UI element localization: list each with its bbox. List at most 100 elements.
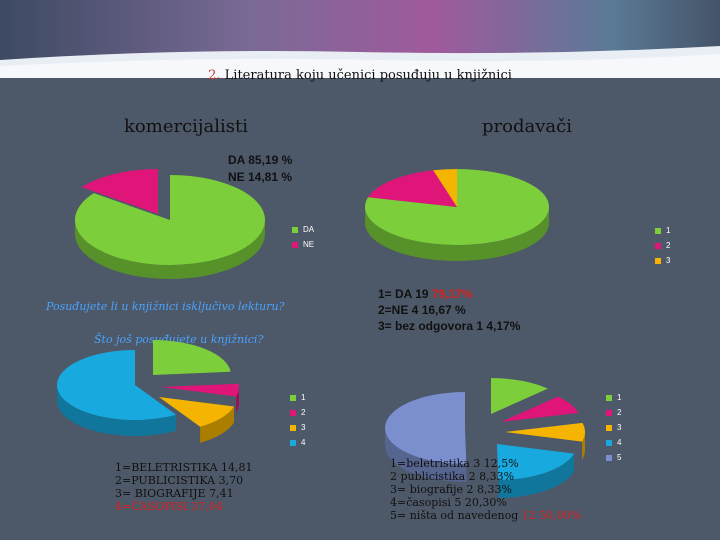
prod-da-ne-legend-swatch (655, 257, 661, 264)
prod-category-line: 3= biografije 2 8,33% (390, 483, 581, 496)
prod-sto-jos-legend-swatch (606, 409, 612, 416)
prod-category-list: 1=beletristika 3 12,5% 2 publicistika 2 8… (390, 457, 581, 522)
prod-annotation-1: 1= DA 19 79,17% (378, 287, 473, 301)
kom-da-ne-legend-swatch (292, 241, 298, 248)
kom-sto-jos-legend-item-3: 3 (290, 420, 305, 435)
prod-category-text: 2 publicistika 2 8,33% (390, 470, 515, 483)
kom-category-list: 1=BELETRISTIKA 14,81 2=PUBLICISTIKA 3,70 3… (115, 461, 253, 513)
prod-da-ne-legend-swatch (655, 227, 661, 234)
legend-kom-sto-jos: 1 2 3 4 (290, 390, 305, 450)
kom-sto-jos-legend-swatch (290, 439, 296, 446)
prod-da-ne-legend-item-1: 1 (655, 223, 670, 238)
kom-da-ne-legend-label: NE (303, 240, 315, 249)
legend-prod-sto-jos: 1 2 3 4 5 (606, 390, 621, 465)
kom-sto-jos-slice-side-3 (200, 406, 235, 443)
pie-chart-prod-sto-jos (385, 378, 585, 498)
prod-sto-jos-legend-item-1: 1 (606, 390, 621, 405)
kom-sto-jos-legend-label: 1 (301, 393, 306, 402)
kom-sto-jos-slice-4 (57, 350, 177, 420)
header-banner (0, 0, 720, 78)
question-lektira: Posuđujete li u knjižnici isključivo lek… (46, 300, 285, 313)
kom-annotation-da: DA 85,19 % (228, 153, 293, 167)
kom-sto-jos-legend-item-1: 1 (290, 390, 305, 405)
kom-sto-jos-slice-2 (161, 383, 240, 397)
kom-sto-jos-slice-side-2 (236, 387, 239, 413)
pie-chart-prod-da-ne (364, 169, 549, 261)
kom-sto-jos-legend-swatch (290, 394, 296, 401)
question-sto-jos: Što još posuđujete u knjižnici? (94, 333, 264, 346)
prod-sto-jos-legend-item-2: 2 (606, 405, 621, 420)
prod-sto-jos-slice-3 (505, 422, 585, 442)
prod-da-ne-slice-2 (368, 170, 457, 207)
prod-annotation-3: 3= bez odgovora 1 4,17% (378, 319, 521, 333)
prod-annotation-1-pct: 79,17% (431, 287, 473, 301)
prod-sto-jos-legend-item-5: 5 (606, 450, 621, 465)
prod-category-highlight: 12 50,00% (521, 509, 582, 522)
kom-sto-jos-slice-3 (159, 397, 235, 427)
legend-prod-da-ne: 1 2 3 (655, 223, 670, 268)
kom-sto-jos-legend-label: 2 (301, 408, 306, 417)
prod-da-ne-legend-swatch (655, 242, 661, 249)
slide-title: 2. Literatura koju učenici posuđuju u kn… (0, 68, 720, 83)
prod-category-line: 1=beletristika 3 12,5% (390, 457, 581, 470)
kom-category-line: 1=BELETRISTIKA 14,81 (115, 461, 253, 474)
prod-da-ne-legend-item-3: 3 (655, 253, 670, 268)
kom-da-ne-slice-DA (74, 175, 265, 265)
prod-da-ne-slice-side-1 (365, 207, 549, 261)
kom-da-ne-legend-item-NE: NE (292, 237, 314, 252)
prod-annotation-2: 2=NE 4 16,67 % (378, 303, 466, 317)
prod-category-line: 5= ništa od navedenog 12 50,00% (390, 509, 581, 522)
prod-sto-jos-legend-swatch (606, 394, 612, 401)
kom-sto-jos-legend-item-4: 4 (290, 435, 305, 450)
prod-sto-jos-slice-side-4 (498, 453, 575, 498)
left-heading: komercijalisti (124, 116, 248, 137)
prod-category-line: 2 publicistika 2 8,33% (390, 470, 581, 483)
prod-da-ne-legend-item-2: 2 (655, 238, 670, 253)
prod-da-ne-legend-label: 3 (666, 256, 671, 265)
kom-da-ne-slice-side-DA (75, 220, 265, 279)
kom-sto-jos-legend-swatch (290, 424, 296, 431)
prod-category-text: 3= biografije 2 8,33% (390, 483, 512, 496)
prod-sto-jos-legend-item-4: 4 (606, 435, 621, 450)
prod-annotation-1-text: 1= DA 19 (378, 287, 432, 301)
kom-category-line: 4=ČASOPISI 37,04 (115, 500, 223, 513)
prod-sto-jos-slice-1 (491, 378, 548, 414)
prod-sto-jos-legend-item-3: 3 (606, 420, 621, 435)
kom-da-ne-legend-item-DA: DA (292, 222, 314, 237)
prod-category-text: 1=beletristika 3 12,5% (390, 457, 519, 470)
right-heading: prodavači (482, 116, 572, 137)
prod-sto-jos-legend-swatch (606, 424, 612, 431)
prod-category-text: 4=časopisi 5 20,30% (390, 496, 507, 509)
prod-sto-jos-legend-label: 2 (617, 408, 622, 417)
prod-category-text: 5= ništa od navedenog (390, 509, 522, 522)
prod-sto-jos-legend-label: 4 (617, 438, 622, 447)
pie-chart-kom-da-ne (74, 169, 265, 279)
kom-sto-jos-slice-1 (153, 340, 231, 375)
prod-da-ne-legend-label: 1 (666, 226, 671, 235)
kom-sto-jos-slice-side-4 (57, 385, 177, 436)
prod-sto-jos-legend-swatch (606, 439, 612, 446)
kom-da-ne-legend-swatch (292, 226, 298, 233)
prod-sto-jos-legend-label: 1 (617, 393, 622, 402)
kom-da-ne-legend-label: DA (303, 225, 315, 234)
kom-sto-jos-legend-label: 3 (301, 423, 306, 432)
prod-sto-jos-legend-label: 5 (617, 453, 622, 462)
prod-sto-jos-slice-side-5 (385, 428, 467, 482)
title-number: 2. (208, 68, 221, 83)
prod-sto-jos-slice-side-3 (582, 432, 585, 460)
kom-sto-jos-legend-label: 4 (301, 438, 306, 447)
prod-sto-jos-slice-4 (497, 444, 575, 480)
title-text: Literatura koju učenici posuđuju u knjiž… (220, 68, 512, 83)
legend-kom-da-ne: DA NE (292, 222, 314, 252)
kom-category-line: 3= BIOGRAFIJE 7,41 (115, 487, 234, 500)
kom-category-line: 2=PUBLICISTIKA 3,70 (115, 474, 244, 487)
kom-annotation-ne: NE 14,81 % (228, 170, 293, 184)
prod-sto-jos-legend-swatch (606, 454, 612, 461)
prod-da-ne-slice-3 (433, 169, 457, 207)
kom-da-ne-slice-NE (81, 169, 158, 214)
prod-sto-jos-slice-2 (501, 396, 579, 422)
prod-da-ne-legend-label: 2 (666, 241, 671, 250)
kom-sto-jos-legend-item-2: 2 (290, 405, 305, 420)
kom-sto-jos-legend-swatch (290, 409, 296, 416)
pie-chart-kom-sto-jos (57, 340, 240, 443)
